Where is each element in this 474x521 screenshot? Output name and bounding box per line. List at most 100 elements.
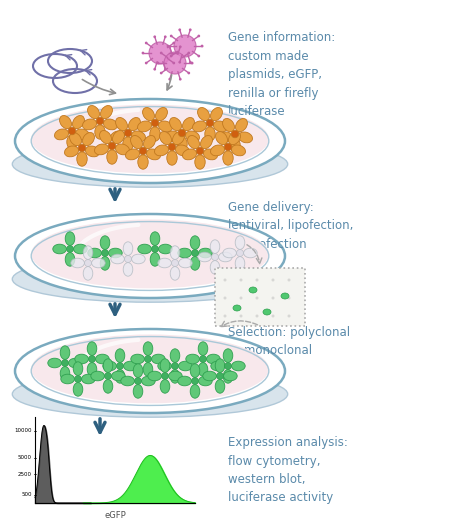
Ellipse shape [73, 382, 83, 396]
Ellipse shape [288, 315, 291, 317]
Ellipse shape [62, 359, 69, 366]
Ellipse shape [133, 364, 143, 377]
Ellipse shape [89, 355, 95, 363]
Ellipse shape [100, 106, 112, 119]
Ellipse shape [230, 138, 240, 152]
Ellipse shape [198, 342, 208, 355]
Ellipse shape [53, 244, 66, 254]
Text: Gene information:
custom made
plasmids, eGFP,
renilla or firefly
luciferase: Gene information: custom made plasmids, … [228, 31, 335, 118]
Ellipse shape [150, 127, 160, 141]
Ellipse shape [223, 248, 237, 258]
Ellipse shape [131, 354, 145, 364]
Ellipse shape [255, 279, 258, 281]
Ellipse shape [109, 248, 122, 258]
Ellipse shape [168, 78, 171, 81]
Ellipse shape [182, 149, 197, 160]
Ellipse shape [155, 107, 167, 121]
Ellipse shape [75, 354, 88, 364]
Ellipse shape [87, 363, 97, 376]
Ellipse shape [170, 118, 182, 131]
Ellipse shape [189, 61, 191, 64]
Ellipse shape [152, 354, 165, 364]
Ellipse shape [104, 373, 111, 379]
Ellipse shape [185, 131, 200, 142]
Ellipse shape [191, 61, 193, 65]
Ellipse shape [31, 104, 269, 173]
Ellipse shape [170, 349, 180, 363]
Ellipse shape [154, 35, 156, 38]
Ellipse shape [15, 214, 285, 298]
Ellipse shape [244, 248, 257, 258]
Ellipse shape [135, 378, 142, 384]
Ellipse shape [172, 259, 179, 267]
Ellipse shape [167, 151, 177, 165]
Ellipse shape [178, 61, 181, 64]
Ellipse shape [91, 371, 104, 381]
Ellipse shape [73, 116, 84, 129]
Ellipse shape [111, 371, 125, 381]
Ellipse shape [162, 373, 168, 379]
Ellipse shape [206, 119, 214, 127]
Ellipse shape [142, 376, 155, 386]
Ellipse shape [12, 256, 288, 302]
Ellipse shape [73, 244, 87, 254]
Ellipse shape [150, 232, 160, 245]
Ellipse shape [96, 354, 109, 364]
Ellipse shape [168, 143, 176, 151]
Ellipse shape [85, 146, 100, 157]
Ellipse shape [173, 42, 175, 44]
Text: 5000: 5000 [18, 455, 32, 461]
Ellipse shape [60, 346, 70, 359]
Text: Gene delivery:
lentiviral, lipofection,
nucleofection: Gene delivery: lentiviral, lipofection, … [228, 201, 354, 251]
Ellipse shape [288, 279, 291, 281]
Text: 2500: 2500 [18, 472, 32, 477]
FancyBboxPatch shape [215, 268, 305, 326]
Ellipse shape [186, 354, 200, 364]
Ellipse shape [224, 296, 227, 300]
Ellipse shape [82, 132, 94, 146]
Text: 10000: 10000 [15, 428, 32, 433]
Ellipse shape [177, 137, 187, 151]
Ellipse shape [94, 144, 109, 155]
Ellipse shape [115, 349, 125, 363]
Ellipse shape [155, 145, 169, 156]
Ellipse shape [178, 29, 181, 31]
Ellipse shape [164, 68, 167, 70]
Ellipse shape [103, 359, 113, 373]
Ellipse shape [160, 359, 170, 373]
Ellipse shape [55, 129, 69, 140]
Ellipse shape [124, 361, 137, 371]
Ellipse shape [228, 131, 240, 145]
Ellipse shape [239, 296, 243, 300]
Ellipse shape [133, 384, 143, 398]
Ellipse shape [60, 367, 70, 380]
Ellipse shape [173, 61, 175, 65]
Ellipse shape [188, 135, 200, 148]
Ellipse shape [143, 363, 153, 376]
Ellipse shape [164, 52, 186, 74]
Ellipse shape [78, 144, 86, 152]
Ellipse shape [255, 315, 258, 317]
Ellipse shape [125, 255, 131, 263]
Ellipse shape [108, 142, 116, 150]
Ellipse shape [164, 35, 167, 38]
Ellipse shape [101, 250, 109, 256]
Ellipse shape [112, 131, 125, 144]
Ellipse shape [203, 371, 217, 381]
Text: Selection: polyclonal
or monoclonal: Selection: polyclonal or monoclonal [228, 326, 350, 357]
Ellipse shape [211, 254, 219, 260]
Ellipse shape [143, 107, 155, 121]
Ellipse shape [201, 135, 212, 148]
Ellipse shape [158, 258, 172, 268]
Ellipse shape [31, 219, 269, 288]
Ellipse shape [205, 127, 215, 141]
Ellipse shape [224, 143, 232, 151]
Ellipse shape [201, 45, 203, 47]
Ellipse shape [131, 131, 146, 142]
Ellipse shape [169, 371, 182, 381]
Ellipse shape [218, 132, 232, 143]
Ellipse shape [231, 130, 239, 138]
Ellipse shape [15, 99, 285, 183]
Ellipse shape [152, 245, 158, 253]
Ellipse shape [75, 129, 90, 140]
